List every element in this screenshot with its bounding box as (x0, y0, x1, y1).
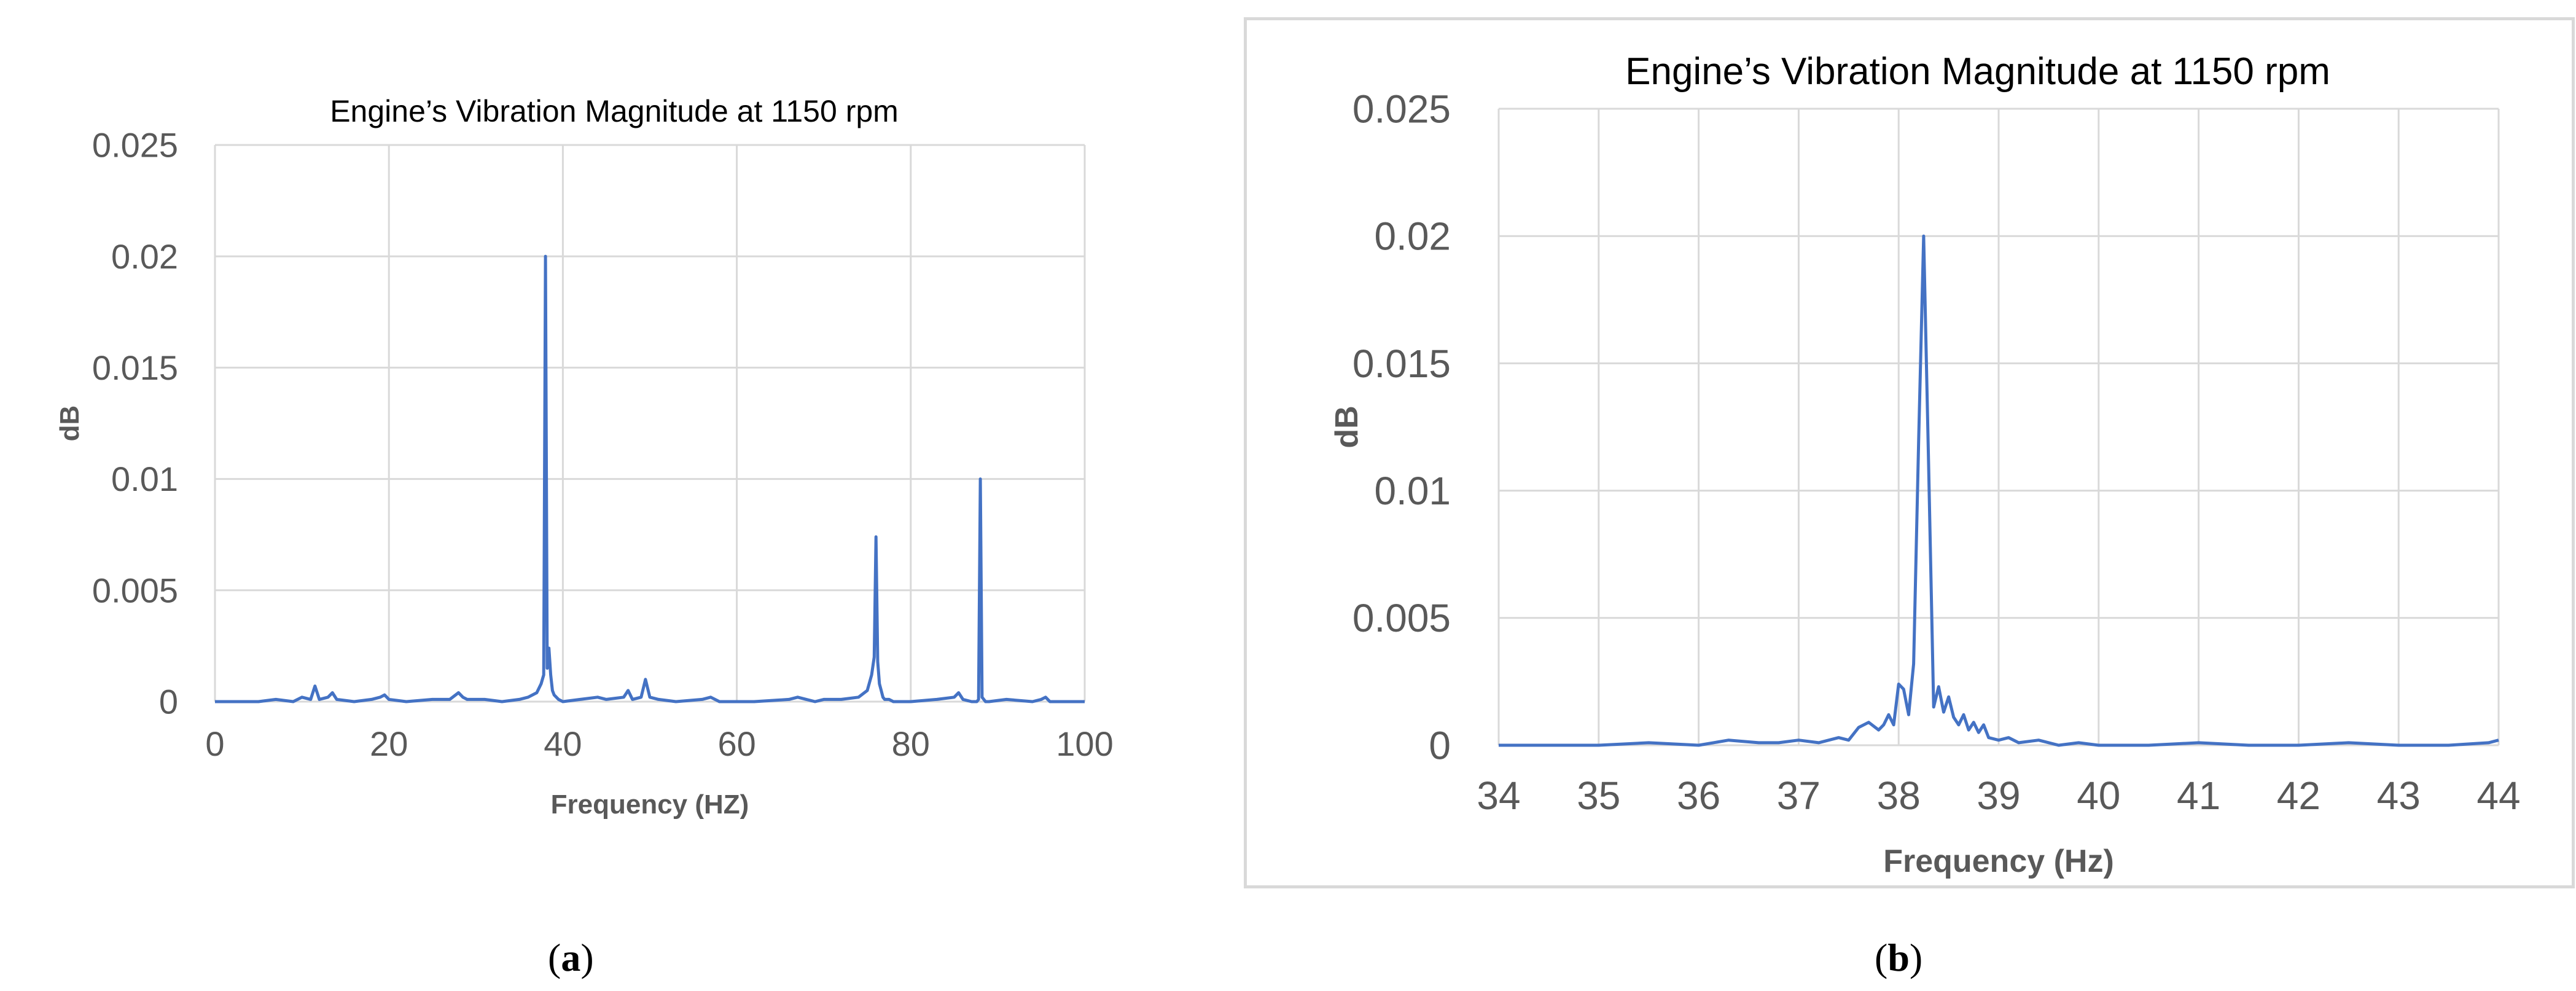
chart-b-ytick-label: 0.02 (1374, 214, 1451, 259)
chart-a-xtick-label: 40 (544, 724, 582, 763)
chart-b-y-axis-title: dB (1329, 405, 1365, 448)
chart-b-x-axis-title: Frequency (Hz) (1883, 844, 2114, 879)
caption-b-close: ) (1909, 936, 1923, 979)
chart-b-xtick-label: 38 (1877, 774, 1921, 818)
chart-b-ytick-label: 0.005 (1352, 596, 1451, 640)
chart-b-svg: 0 0.005 0.01 0.015 0.02 0.025 34 35 36 37 38 39 40 41… (1329, 50, 2521, 879)
chart-a-ytick-label: 0.02 (111, 237, 178, 276)
chart-a-ytick-label: 0.025 (92, 126, 178, 165)
chart-a-svg: 0 0.005 0.01 0.015 0.02 0.025 0 20 40 60 80 100 Engi… (55, 94, 1114, 820)
chart-b-title: Engine’s Vibration Magnitude at 1150 rpm (1625, 50, 2330, 93)
chart-b-xtick-label: 34 (1477, 774, 1520, 818)
chart-a-x-axis-title: Frequency (HZ) (551, 789, 749, 820)
chart-b-xtick-label: 39 (1977, 774, 2020, 818)
chart-a-y-axis-title: dB (55, 405, 85, 442)
chart-b-xtick-label: 37 (1777, 774, 1821, 818)
caption-a-close: ) (580, 936, 594, 979)
chart-panel-b: 0 0.005 0.01 0.015 0.02 0.025 34 35 36 37 38 39 40 41… (1244, 17, 2575, 888)
caption-b-open: ( (1875, 936, 1888, 979)
chart-b-xtick-label: 43 (2377, 774, 2421, 818)
caption-a-letter: a (561, 936, 581, 979)
chart-a-ytick-label: 0 (159, 683, 178, 721)
chart-a-xtick-label: 80 (892, 724, 930, 763)
chart-a-title: Engine’s Vibration Magnitude at 1150 rpm (330, 94, 899, 128)
chart-b-xtick-label: 42 (2277, 774, 2320, 818)
caption-b: (b) (1875, 935, 1922, 981)
chart-panel-a: 0 0.005 0.01 0.015 0.02 0.025 0 20 40 60 80 100 Engi… (6, 69, 1136, 834)
chart-a-ytick-label: 0.015 (92, 348, 178, 387)
chart-a-series-line-0 (215, 254, 1085, 703)
chart-b-ytick-label: 0.015 (1352, 342, 1451, 386)
chart-b-ytick-label: 0 (1429, 723, 1451, 767)
chart-a-xtick-label: 100 (1056, 724, 1113, 763)
chart-b-ytick-label: 0.01 (1374, 469, 1451, 513)
caption-a: (a) (548, 935, 594, 981)
chart-a-xtick-label: 60 (717, 724, 755, 763)
chart-a-xtick-label: 0 (205, 724, 224, 763)
chart-b-xtick-label: 40 (2077, 774, 2120, 818)
chart-a-ytick-label: 0.01 (111, 460, 178, 498)
chart-b-series-line-0 (1499, 234, 2499, 747)
chart-b-xtick-label: 44 (2476, 774, 2520, 818)
caption-b-letter: b (1887, 936, 1910, 979)
chart-b-ytick-label: 0.025 (1352, 87, 1451, 131)
chart-b-xtick-label: 36 (1677, 774, 1720, 818)
caption-a-open: ( (548, 936, 561, 979)
chart-b-xtick-label: 35 (1577, 774, 1620, 818)
chart-a-xtick-label: 20 (370, 724, 408, 763)
chart-a-ytick-label: 0.005 (92, 571, 178, 609)
chart-b-xtick-label: 41 (2177, 774, 2220, 818)
